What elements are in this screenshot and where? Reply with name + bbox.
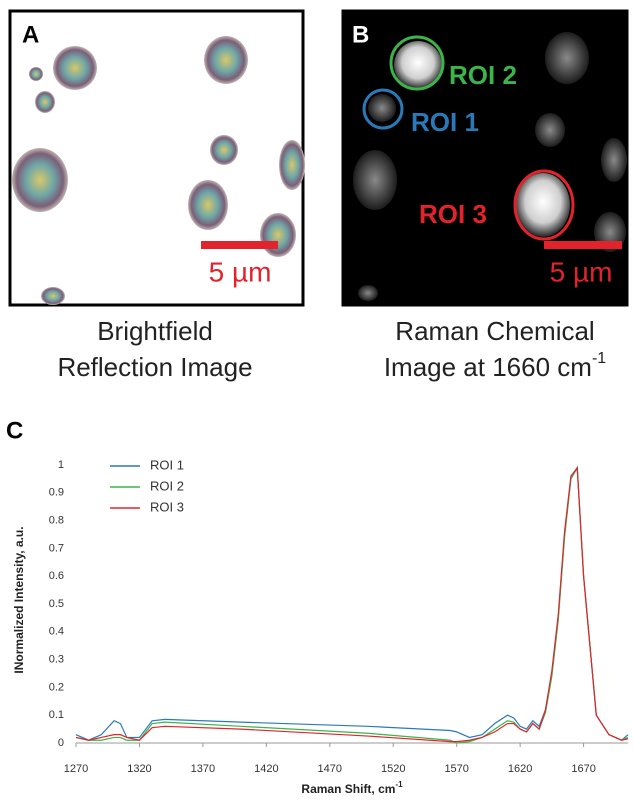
y-tick-label: 0.8 bbox=[49, 515, 64, 527]
y-axis-label: INormalized Intensity, a.u. bbox=[12, 526, 26, 673]
legend-label: ROI 3 bbox=[150, 499, 184, 514]
roi-label: ROI 1 bbox=[411, 107, 479, 137]
y-tick-label: 0.5 bbox=[49, 598, 64, 610]
x-tick-label: 1670 bbox=[571, 763, 595, 775]
x-tick-label: 1520 bbox=[381, 763, 405, 775]
y-tick-label: 0.3 bbox=[49, 654, 64, 666]
x-tick-label: 1320 bbox=[127, 763, 151, 775]
superscript: -1 bbox=[592, 350, 606, 367]
y-tick-label: 0 bbox=[58, 737, 64, 749]
x-axis-label: Raman Shift, cm-1 bbox=[301, 780, 403, 796]
x-tick-label: 1620 bbox=[508, 763, 532, 775]
x-axis-label-text: Raman Shift, cm bbox=[301, 782, 395, 796]
caption: Reflection Image bbox=[57, 352, 252, 382]
legend-label: ROI 1 bbox=[150, 457, 184, 472]
caption: Brightfield bbox=[97, 316, 213, 346]
scale-bar bbox=[544, 241, 622, 249]
x-tick-label: 1570 bbox=[444, 763, 468, 775]
y-tick-label: 0.1 bbox=[49, 709, 64, 721]
y-tick-label: 1 bbox=[58, 459, 64, 471]
x-tick-label: 1420 bbox=[254, 763, 278, 775]
y-tick-label: 0.6 bbox=[49, 570, 64, 582]
x-tick-label: 1270 bbox=[64, 763, 88, 775]
panel-letter: C bbox=[6, 417, 23, 444]
caption-text: Image at 1660 cm bbox=[384, 352, 592, 382]
y-tick-label: 0.7 bbox=[49, 542, 64, 554]
panel-letter: A bbox=[22, 21, 39, 48]
caption: Image at 1660 cm-1 bbox=[384, 350, 606, 382]
superscript: -1 bbox=[395, 780, 403, 789]
caption: Raman Chemical bbox=[395, 316, 594, 346]
scale-label: 5 µm bbox=[550, 256, 613, 287]
panel-a: A 5 µm Brightfield Reflection Image bbox=[10, 11, 305, 382]
scale-bar bbox=[201, 241, 278, 249]
y-tick-label: 0.4 bbox=[49, 626, 64, 638]
y-tick-label: 0.2 bbox=[49, 681, 64, 693]
page: A 5 µm Brightfield Reflection Image B RO… bbox=[0, 0, 634, 802]
roi-label: ROI 3 bbox=[419, 199, 487, 229]
y-tick-label: 0.9 bbox=[49, 487, 64, 499]
x-tick-label: 1470 bbox=[318, 763, 342, 775]
scale-label: 5 µm bbox=[209, 256, 272, 287]
roi-label: ROI 2 bbox=[449, 60, 517, 90]
figure: A 5 µm Brightfield Reflection Image B RO… bbox=[0, 0, 634, 802]
legend-label: ROI 2 bbox=[150, 478, 184, 493]
x-tick-label: 1370 bbox=[191, 763, 215, 775]
panel-letter: B bbox=[352, 21, 369, 48]
panel-b: B ROI 2 ROI 1 ROI 3 5 µm Raman Chemical … bbox=[343, 11, 627, 382]
